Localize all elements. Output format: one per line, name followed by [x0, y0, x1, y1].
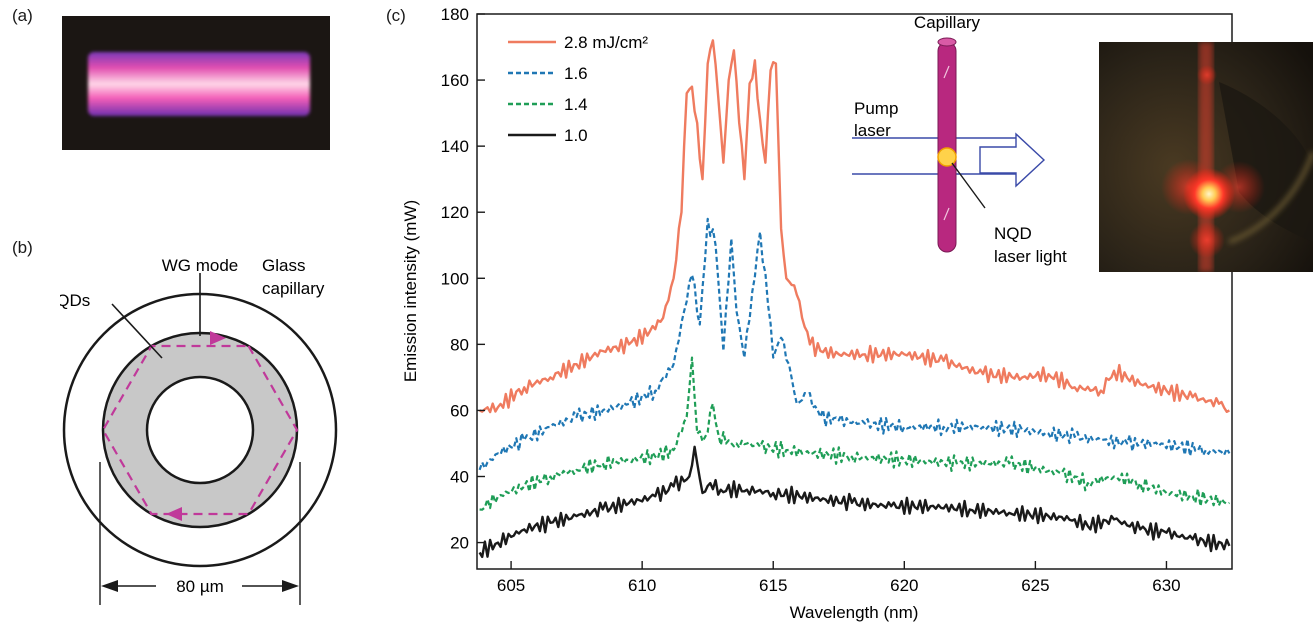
x-tick-label: 615 [759, 576, 787, 595]
x-axis-label: Wavelength (nm) [790, 603, 919, 622]
mode-arrow-left-icon [166, 507, 182, 521]
emission-arrow-icon [979, 132, 1046, 188]
x-tick-label: 610 [628, 576, 656, 595]
series-line-3 [479, 356, 1230, 511]
y-tick-label: 120 [441, 203, 469, 222]
panel-label-c: (c) [386, 6, 406, 25]
nqds-leader [111, 303, 163, 359]
legend-label-1: 2.8 mJ/cm² [564, 33, 648, 52]
label-laser-light: laser light [994, 247, 1067, 266]
series-line-2 [478, 217, 1231, 471]
y-axis: 20 40 60 80 100 120 140 160 180 [441, 5, 485, 553]
series-line-4 [478, 445, 1231, 559]
series-layer [478, 39, 1231, 559]
y-axis-label: Emission intensity (mW) [401, 200, 420, 382]
mode-arrow-right-icon [210, 331, 226, 345]
y-tick-label: 140 [441, 137, 469, 156]
x-tick-label: 605 [497, 576, 525, 595]
legend-label-3: 1.4 [564, 95, 588, 114]
panel-label-a: (a) [12, 6, 33, 25]
y-tick-label: 160 [441, 71, 469, 90]
label-nqd: NQD [994, 224, 1032, 243]
nqd-leader [951, 162, 986, 209]
series-line-1 [479, 39, 1230, 414]
y-tick-label: 60 [450, 401, 469, 420]
laser-photo [1099, 42, 1313, 272]
capillary-inset-diagram: Capillary Pump laser NQD laser light [852, 13, 1067, 266]
y-tick-label: 180 [441, 5, 469, 24]
emission-chart: 605 610 615 620 625 630 20 40 60 80 100 120 140 160 1… [401, 5, 1233, 622]
label-capillary-inset: Capillary [914, 13, 981, 32]
tube-highlight-1 [943, 65, 950, 79]
legend-label-2: 1.6 [564, 64, 588, 83]
y-tick-label: 100 [441, 269, 469, 288]
laser-spot [937, 147, 957, 167]
tube-highlight-2 [943, 207, 950, 221]
label-capillary: capillary [262, 279, 325, 298]
plot-frame [476, 13, 1233, 570]
label-scale: 80 µm [176, 577, 224, 596]
capillary-top [937, 37, 957, 47]
label-pump: Pump [854, 99, 898, 118]
scale-arrow-left-icon [101, 580, 118, 592]
y-tick-label: 40 [450, 468, 469, 487]
label-glass: Glass [262, 256, 305, 275]
capillary-photo [62, 16, 330, 150]
legend-label-4: 1.0 [564, 126, 588, 145]
label-laser: laser [854, 121, 891, 140]
capillary-tube [937, 41, 957, 253]
label-wg-mode: WG mode [162, 256, 239, 275]
legend: 2.8 mJ/cm² 1.6 1.4 1.0 [508, 33, 648, 145]
x-tick-label: 630 [1152, 576, 1180, 595]
panel-label-b: (b) [12, 238, 33, 257]
x-tick-label: 620 [890, 576, 918, 595]
capillary-core [145, 375, 255, 485]
y-tick-label: 80 [450, 335, 469, 354]
x-tick-label: 625 [1021, 576, 1049, 595]
y-tick-label: 20 [450, 534, 469, 553]
scale-arrow-right-icon [282, 580, 299, 592]
label-nqds: NQDs [60, 291, 90, 310]
cross-section-diagram: WG mode Glass capillary NQDs 80 µm [60, 256, 338, 605]
x-axis: 605 610 615 620 625 630 [497, 561, 1181, 595]
